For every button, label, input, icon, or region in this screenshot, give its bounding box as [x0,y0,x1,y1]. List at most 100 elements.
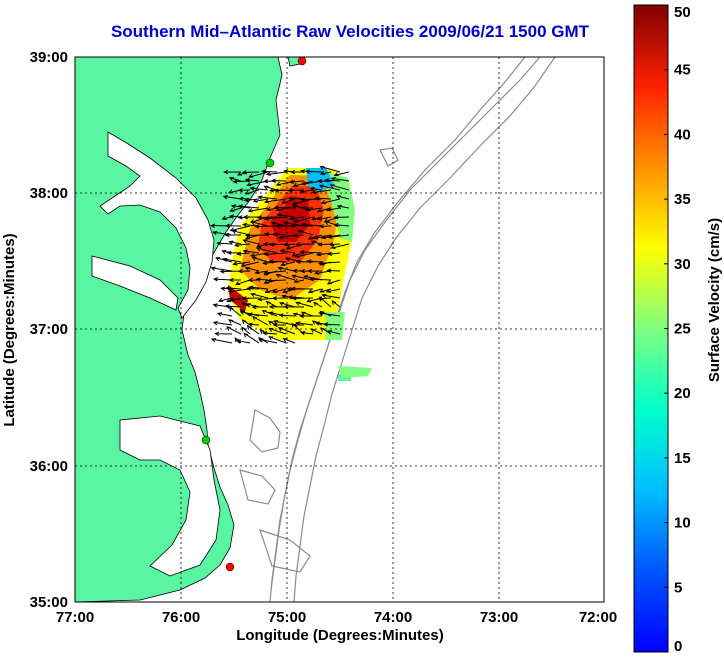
colorbar-tick-label: 0 [674,638,682,655]
y-tick-label: 39:00 [30,49,68,66]
velocity-arrow [249,252,269,258]
velocity-arrow [249,186,269,191]
velocity-arrow [305,169,323,174]
y-axis-label: Latitude (Degrees:Minutes) [1,233,18,426]
velocity-arrows [209,165,350,344]
velocity-arrow [330,243,350,249]
velocity-arrow [262,331,278,336]
velocity-arrow [276,213,296,218]
velocity-arrow [263,216,287,221]
colorbar-tick-label: 35 [674,191,691,208]
velocity-arrow [271,295,287,301]
velocity-arrow [229,207,242,212]
velocity-arrow [327,234,350,239]
velocity-arrow [242,239,260,245]
velocity-arrow [223,169,242,175]
sound [119,415,221,577]
velocity-arrow [263,185,278,191]
velocity-arrow [268,242,287,247]
velocity-arrow [316,216,332,221]
velocity-arrow [241,296,260,301]
velocity-arrow [237,187,251,193]
velocity-arrow [308,277,332,282]
velocity-arrow [318,311,341,317]
velocity-arrow [250,221,269,227]
velocity-arrow [309,187,323,192]
velocity-arrow [268,259,287,264]
colorbar-tick-label: 25 [674,321,691,338]
velocity-arrow [297,230,314,236]
colorbar-tick-label: 20 [674,385,691,402]
velocity-arrow [300,197,323,202]
velocity-arrow [325,288,341,293]
velocity-arrow [245,303,260,308]
velocity-arrow [295,259,314,265]
velocity-arrow [317,260,341,266]
velocity-arrow [288,179,305,184]
colorbar-tick-label: 10 [674,515,691,532]
velocity-arrow [216,312,233,317]
velocity-arrow [265,300,278,308]
x-tick-label: 72:00 [579,609,617,626]
velocity-arrow [318,184,341,191]
velocity-arrow [247,207,269,213]
velocity-arrow [320,234,341,240]
x-tick-label: 74:00 [374,609,412,626]
velocity-arrow [320,198,341,205]
velocity-arrow [324,178,341,183]
colorbar: 0 5 10 15 20 25 30 35 40 45 50 Surface Velocity (c… [633,4,723,655]
velocity-arrow [256,247,278,254]
x-tick-label: 76:00 [162,609,200,626]
grid-lines [75,57,604,602]
velocity-arrow [322,322,341,327]
x-tick-label: 73:00 [480,609,518,626]
velocity-arrow [214,331,233,336]
velocity-arrow [299,313,323,319]
velocity-arrow [275,274,296,281]
velocity-arrow [234,242,251,248]
velocity-arrow [333,215,350,220]
velocity-arrow [273,232,287,237]
velocity-arrow [287,188,305,193]
velocity-arrow [216,241,233,246]
velocity-arrow [242,214,260,220]
velocity-arrow [288,216,305,221]
velocity-arrow [220,286,233,291]
velocity-arrow [301,205,314,211]
velocity-arrow [330,177,350,182]
velocity-arrow [295,301,314,308]
velocity-arrow [294,252,314,258]
velocity-arrow [252,198,269,203]
velocity-arrow [331,299,341,308]
velocity-arrow [238,196,251,202]
velocity-arrow [325,207,341,212]
colorbar-tick-label: 5 [674,579,682,596]
velocity-arrow [237,269,251,274]
bay [99,131,215,319]
velocity-arrow [321,293,341,299]
velocity-arrow [235,279,251,286]
velocity-arrow [301,222,323,228]
velocity-arrow [247,322,260,327]
velocity-arrow [326,279,341,285]
velocity-arrow [291,296,314,301]
velocity-arrow [246,324,260,335]
velocity-arrow [227,288,251,294]
velocity-arrow [272,288,287,293]
velocity-arrow [278,302,296,308]
colorbar-label: Surface Velocity (cm/s) [706,218,723,382]
velocity-arrow [244,189,260,195]
velocity-arrow [228,240,242,245]
y-tick-label: 35:00 [30,594,68,611]
station-marker [297,56,307,66]
velocity-arrow [262,260,278,265]
velocity-arrow [265,171,287,176]
velocity-arrow [242,249,260,254]
velocity-arrow [222,257,242,263]
velocity-arrow [263,251,287,257]
velocity-arrow [329,184,350,191]
velocity-arrow [244,267,260,272]
velocity-arrow [317,178,332,184]
station-marker [225,562,235,572]
